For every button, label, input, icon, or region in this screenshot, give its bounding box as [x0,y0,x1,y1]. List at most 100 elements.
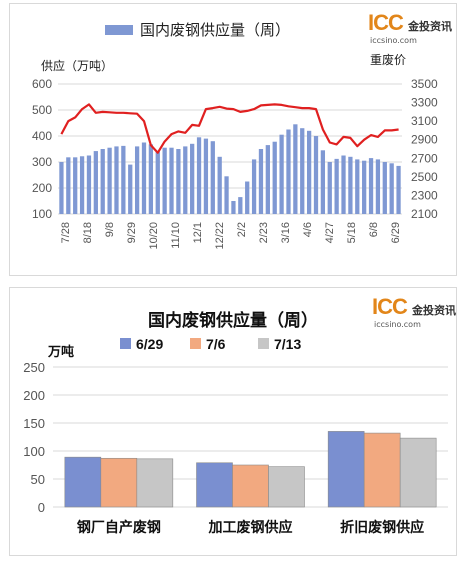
x-tick-label: 2/2 [236,222,248,237]
x-tick-label: 10/20 [148,222,160,250]
y-tick: 200 [23,388,45,403]
supply-bar [348,156,353,214]
supply-bar [196,137,202,214]
supply-bar [66,157,71,214]
supply-bar [231,201,236,214]
y-tick: 0 [38,500,45,515]
supply-bar [155,151,160,214]
icc-logo: ICC 金投资讯 iccsino.com [368,10,452,45]
y-axis-label-left: 供应（万吨） [41,58,113,73]
y-tick-right: 2700 [411,151,438,165]
supply-bar [293,124,298,214]
supply-bar [238,197,243,214]
supply-bar [272,141,277,214]
x-tick-label: 7/28 [60,222,72,243]
supply-bar [134,146,140,214]
bar-7-13 [268,466,305,508]
y-tick-left: 400 [32,129,52,143]
x-tick-label: 5/18 [346,222,358,243]
supply-bar [203,138,209,214]
supply-bar [73,157,78,214]
y-tick-left: 100 [32,207,52,221]
supply-bar [210,141,215,214]
bar-7-13 [136,458,174,508]
x-tick-label: 6/29 [390,222,402,243]
chart-panel-weekly-supply: 国内废钢供应量（周） 供应（万吨） 重废价 100 200 300 400 500 600 210… [9,3,457,276]
supply-bar [245,181,250,214]
x-tick-label: 6/8 [368,222,380,237]
bar-7-13 [399,437,437,508]
y-tick-left: 500 [32,103,52,117]
legend-swatch [190,338,201,349]
bar-7-6 [363,432,401,508]
x-tick-label: 12/22 [214,222,226,250]
supply-bar [300,128,305,214]
chart-panel-category-supply: 国内废钢供应量（周） 万吨 6/29 7/6 7/13 0 50 100 150 200 250 钢厂… [9,287,457,556]
supply-bar [355,159,360,214]
y-tick-right: 3300 [411,96,438,110]
supply-bar [362,160,367,214]
legend-label: 7/6 [206,336,226,352]
supply-bar [59,162,64,214]
y-tick-right: 3100 [411,114,438,128]
x-tick-label: 8/18 [82,222,94,243]
legend-swatch-supply [105,25,133,35]
chart-title: 国内废钢供应量（周） [148,310,318,331]
x-category-label: 钢厂自产废钢 [77,519,161,536]
bar-6-29 [64,456,102,508]
icc-logo-2: ICC 金投资讯 iccsino.com [372,294,456,329]
x-tick-label: 9/29 [126,222,138,243]
x-tick-label: 12/1 [192,222,204,243]
supply-bar [286,129,291,214]
x-category-label: 加工废钢供应 [208,519,293,536]
supply-bar [141,142,147,214]
x-tick-label: 4/27 [324,222,336,243]
supply-bar [162,147,167,214]
supply-bar [279,134,284,214]
supply-bar [176,149,181,214]
y-tick-right: 3500 [411,77,438,91]
icc-logo-url: iccsino.com [374,320,421,329]
supply-bar [217,156,222,214]
y-tick-right: 2500 [411,170,438,184]
line-bar-chart: 国内废钢供应量（周） 供应（万吨） 重废价 100 200 300 400 500 600 210… [32,21,438,250]
y-tick-left: 600 [32,77,52,91]
supply-bar [128,164,133,214]
legend-label: 6/29 [136,336,163,352]
icc-logo-mark: ICC [372,294,408,319]
supply-bar [93,151,98,214]
bar-6-29 [196,462,233,508]
supply-bar [368,158,374,214]
supply-bar [224,176,229,214]
legend-swatch [120,338,131,349]
icc-logo-mark: ICC [368,10,404,35]
supply-bar [121,145,126,214]
y-tick: 100 [23,444,45,459]
chart-title: 国内废钢供应量（周） [140,21,290,39]
y-tick: 50 [31,472,45,487]
supply-bar [190,143,195,214]
y-tick-left: 300 [32,155,52,169]
y-axis-label-right: 重废价 [370,52,406,67]
x-category-label: 折旧废钢供应 [340,519,424,536]
supply-bar [258,149,264,214]
y-tick: 150 [23,416,45,431]
y-tick-right: 2100 [411,207,438,221]
supply-bar [148,144,154,214]
supply-bar [107,147,112,214]
bar-6-29 [327,431,365,508]
supply-bar [327,162,332,214]
x-tick-label: 4/6 [302,222,314,237]
legend-label: 7/13 [274,336,301,352]
x-tick-label: 11/10 [170,222,182,249]
y-axis-label: 万吨 [47,344,74,360]
supply-bar [251,159,257,214]
y-tick-right: 2900 [411,133,438,147]
supply-bar [183,146,188,214]
icc-logo-name: 金投资讯 [407,20,452,33]
supply-bar [334,158,339,214]
supply-bar [169,147,174,214]
supply-bar [265,145,270,214]
supply-bar [382,162,387,214]
supply-bar [86,155,92,214]
